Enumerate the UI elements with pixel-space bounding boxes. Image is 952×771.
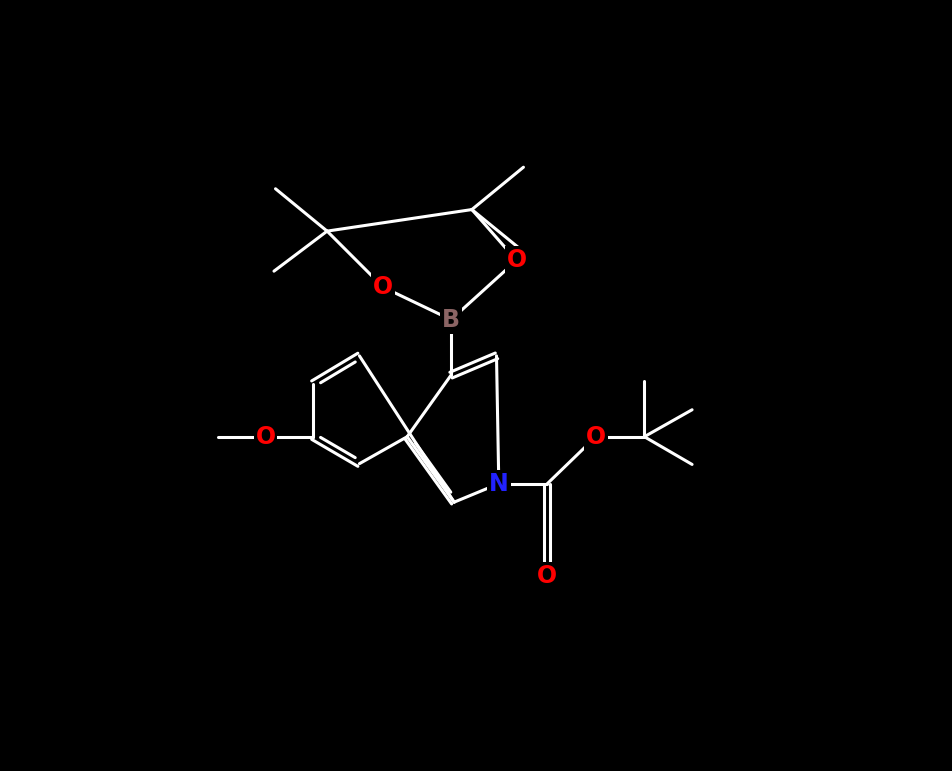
Text: O: O: [373, 275, 393, 299]
Text: O: O: [537, 564, 557, 588]
Text: O: O: [255, 425, 275, 449]
Text: N: N: [488, 472, 508, 496]
Text: B: B: [442, 308, 460, 332]
Text: O: O: [585, 425, 605, 449]
Text: O: O: [506, 248, 526, 272]
